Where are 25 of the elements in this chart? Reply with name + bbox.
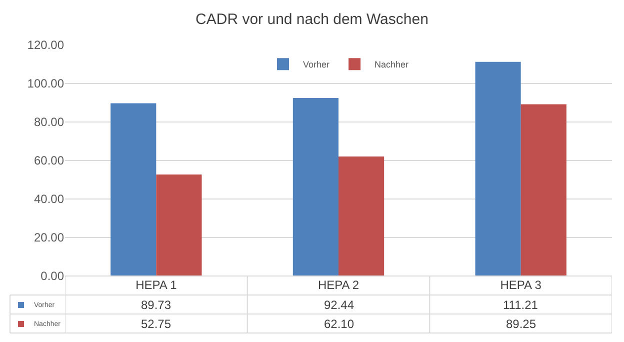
x-tick-label: HEPA 1 (136, 278, 178, 292)
y-tick-label: 60.00 (34, 154, 64, 168)
chart-title: CADR vor und nach dem Waschen (196, 11, 428, 28)
y-tick-label: 100.00 (27, 76, 64, 91)
data-label: 89.25 (506, 317, 536, 331)
bar (292, 98, 338, 276)
data-label: 89.73 (141, 298, 172, 312)
legend-label: Nachher (374, 60, 409, 70)
bar (156, 174, 202, 276)
legend-label: Vorher (303, 60, 330, 70)
bar (475, 62, 521, 276)
y-tick-label: 20.00 (34, 230, 64, 245)
data-label: 62.10 (324, 317, 354, 331)
bar (110, 103, 156, 276)
y-tick-label: 80.00 (34, 115, 64, 130)
data-label: 52.75 (141, 317, 172, 331)
y-tick-label: 0.00 (40, 269, 64, 284)
data-label: 111.21 (503, 298, 538, 312)
bar (338, 156, 384, 276)
data-label: 92.44 (324, 298, 354, 312)
bar (520, 104, 566, 276)
x-tick-label: HEPA 2 (318, 278, 360, 292)
x-tick-label: HEPA 3 (500, 278, 542, 292)
y-tick-label: 120.00 (27, 38, 64, 52)
y-tick-label: 40.00 (34, 192, 64, 206)
